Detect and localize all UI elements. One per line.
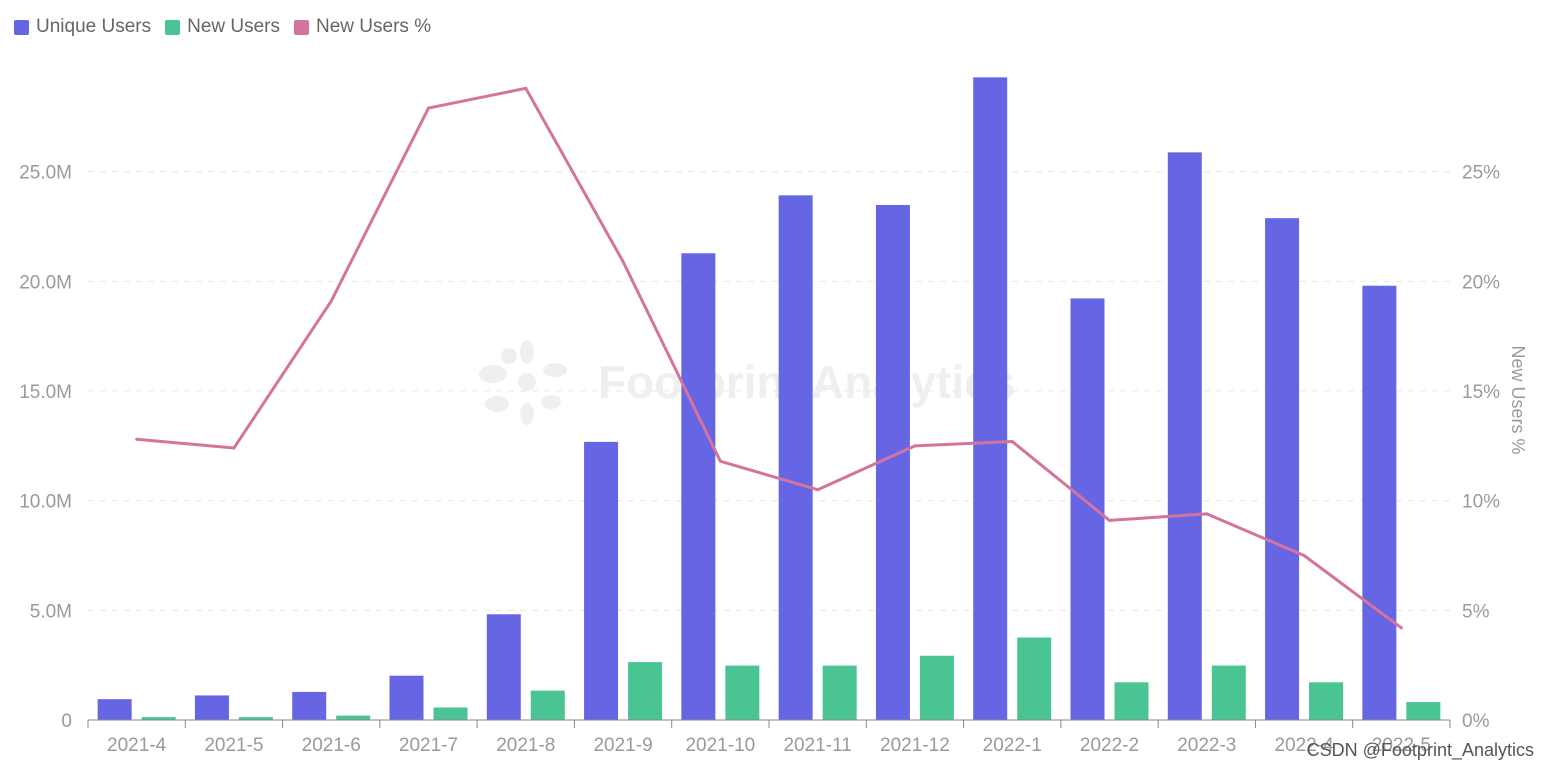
line-point-new-users-pct[interactable] [1010,439,1014,443]
bar-unique-users[interactable] [97,699,132,720]
right-tick-label: 25% [1462,163,1500,184]
line-point-new-users-pct[interactable] [621,260,625,264]
left-tick-label: 20.0M [19,272,72,293]
bar-new-users[interactable] [628,662,663,720]
bar-new-users[interactable] [1406,702,1441,720]
bar-unique-users[interactable] [486,614,521,720]
bar-new-users[interactable] [1309,682,1344,720]
x-tick-label: 2022-2 [1080,735,1139,756]
footprint-watermark: Footprint Analytics [479,340,1015,425]
bar-new-users[interactable] [530,690,565,720]
line-point-new-users-pct[interactable] [816,488,820,492]
legend-swatch-new-users [165,19,181,35]
legend-item-new-users-pct[interactable]: New Users % [294,16,431,38]
legend-label-unique-users: Unique Users [36,16,152,37]
x-tick-label: 2021-12 [880,735,950,756]
bar-unique-users[interactable] [1265,218,1300,720]
bar-unique-users[interactable] [778,195,813,720]
credit-text: CSDN @Footprint_Analytics [1306,740,1534,760]
bar-new-users[interactable] [919,655,954,720]
bar-new-users[interactable] [1017,637,1052,720]
x-tick-label: 2021-4 [107,735,167,756]
line-point-new-users-pct[interactable] [1108,518,1111,522]
line-point-new-users-pct[interactable] [232,446,236,450]
axes: 0 5.0M 10.0M 15.0M 20.0M 25.0M 0% 5% 10% 15% 20% 25… [19,163,1528,756]
bar-new-users[interactable] [336,715,371,720]
line-series [135,86,1403,630]
bar-unique-users[interactable] [584,441,619,720]
footprint-logo-icon [479,340,567,425]
x-tick-label: 2021-7 [399,735,458,756]
bar-unique-users[interactable] [292,691,327,720]
line-point-new-users-pct[interactable] [718,459,722,463]
line-point-new-users-pct[interactable] [329,299,333,303]
line-point-new-users-pct[interactable] [1302,554,1306,557]
bar-new-users[interactable] [238,717,273,720]
bar-new-users[interactable] [433,707,468,720]
bar-unique-users[interactable] [194,695,229,720]
left-tick-label: 15.0M [19,382,72,403]
bar-new-users[interactable] [725,665,760,720]
left-tick-label: 0 [61,711,72,732]
legend-item-unique-users[interactable]: Unique Users [14,16,151,38]
right-tick-label: 20% [1462,272,1500,293]
bar-unique-users[interactable] [389,675,424,720]
x-tick-label: 2021-10 [685,735,755,756]
line-point-new-users-pct[interactable] [524,86,528,90]
bar-series [97,77,1441,720]
right-tick-label: 5% [1462,601,1490,622]
right-axis-title: New Users % [1508,345,1528,454]
line-point-new-users-pct[interactable] [1399,626,1403,630]
bar-unique-users[interactable] [681,253,716,720]
left-tick-label: 5.0M [30,601,72,622]
left-tick-label: 25.0M [19,163,72,184]
x-tick-label: 2022-5 [1372,735,1431,756]
legend-label-new-users-pct: New Users % [316,16,432,37]
x-tick-label: 2022-3 [1177,735,1236,756]
bar-new-users[interactable] [822,665,857,720]
legend-item-new-users[interactable]: New Users [165,16,280,38]
legend-swatch-new-users-pct [294,19,310,35]
x-tick-label: 2021-5 [204,735,263,756]
x-tick-label: 2021-6 [302,735,361,756]
legend-swatch-unique-users [14,19,29,35]
right-tick-label: 10% [1462,492,1500,513]
line-point-new-users-pct[interactable] [913,444,917,448]
line-point-new-users-pct[interactable] [427,106,430,110]
bar-new-users[interactable] [1114,682,1149,720]
bar-new-users[interactable] [141,717,176,720]
bar-unique-users[interactable] [1167,152,1202,720]
left-tick-label: 10.0M [19,492,72,513]
x-tick-label: 2021-8 [496,735,555,756]
chart-legend: Unique Users New Users New Users % [14,16,431,38]
bar-unique-users[interactable] [973,77,1008,720]
legend-label-new-users: New Users [187,16,281,37]
x-tick-label: 2021-11 [783,735,851,756]
x-tick-label: 2022-4 [1274,735,1334,756]
line-new-users-pct [136,86,1403,630]
right-tick-label: 15% [1462,382,1500,403]
line-point-new-users-pct[interactable] [135,437,139,441]
x-tick-label: 2021-9 [593,735,652,756]
bar-unique-users[interactable] [1070,298,1105,720]
right-tick-label: 0% [1462,711,1490,732]
line-point-new-users-pct[interactable] [1205,512,1209,516]
x-tick-label: 2022-1 [983,735,1042,756]
bar-new-users[interactable] [1211,665,1246,720]
bar-unique-users[interactable] [1362,285,1397,720]
